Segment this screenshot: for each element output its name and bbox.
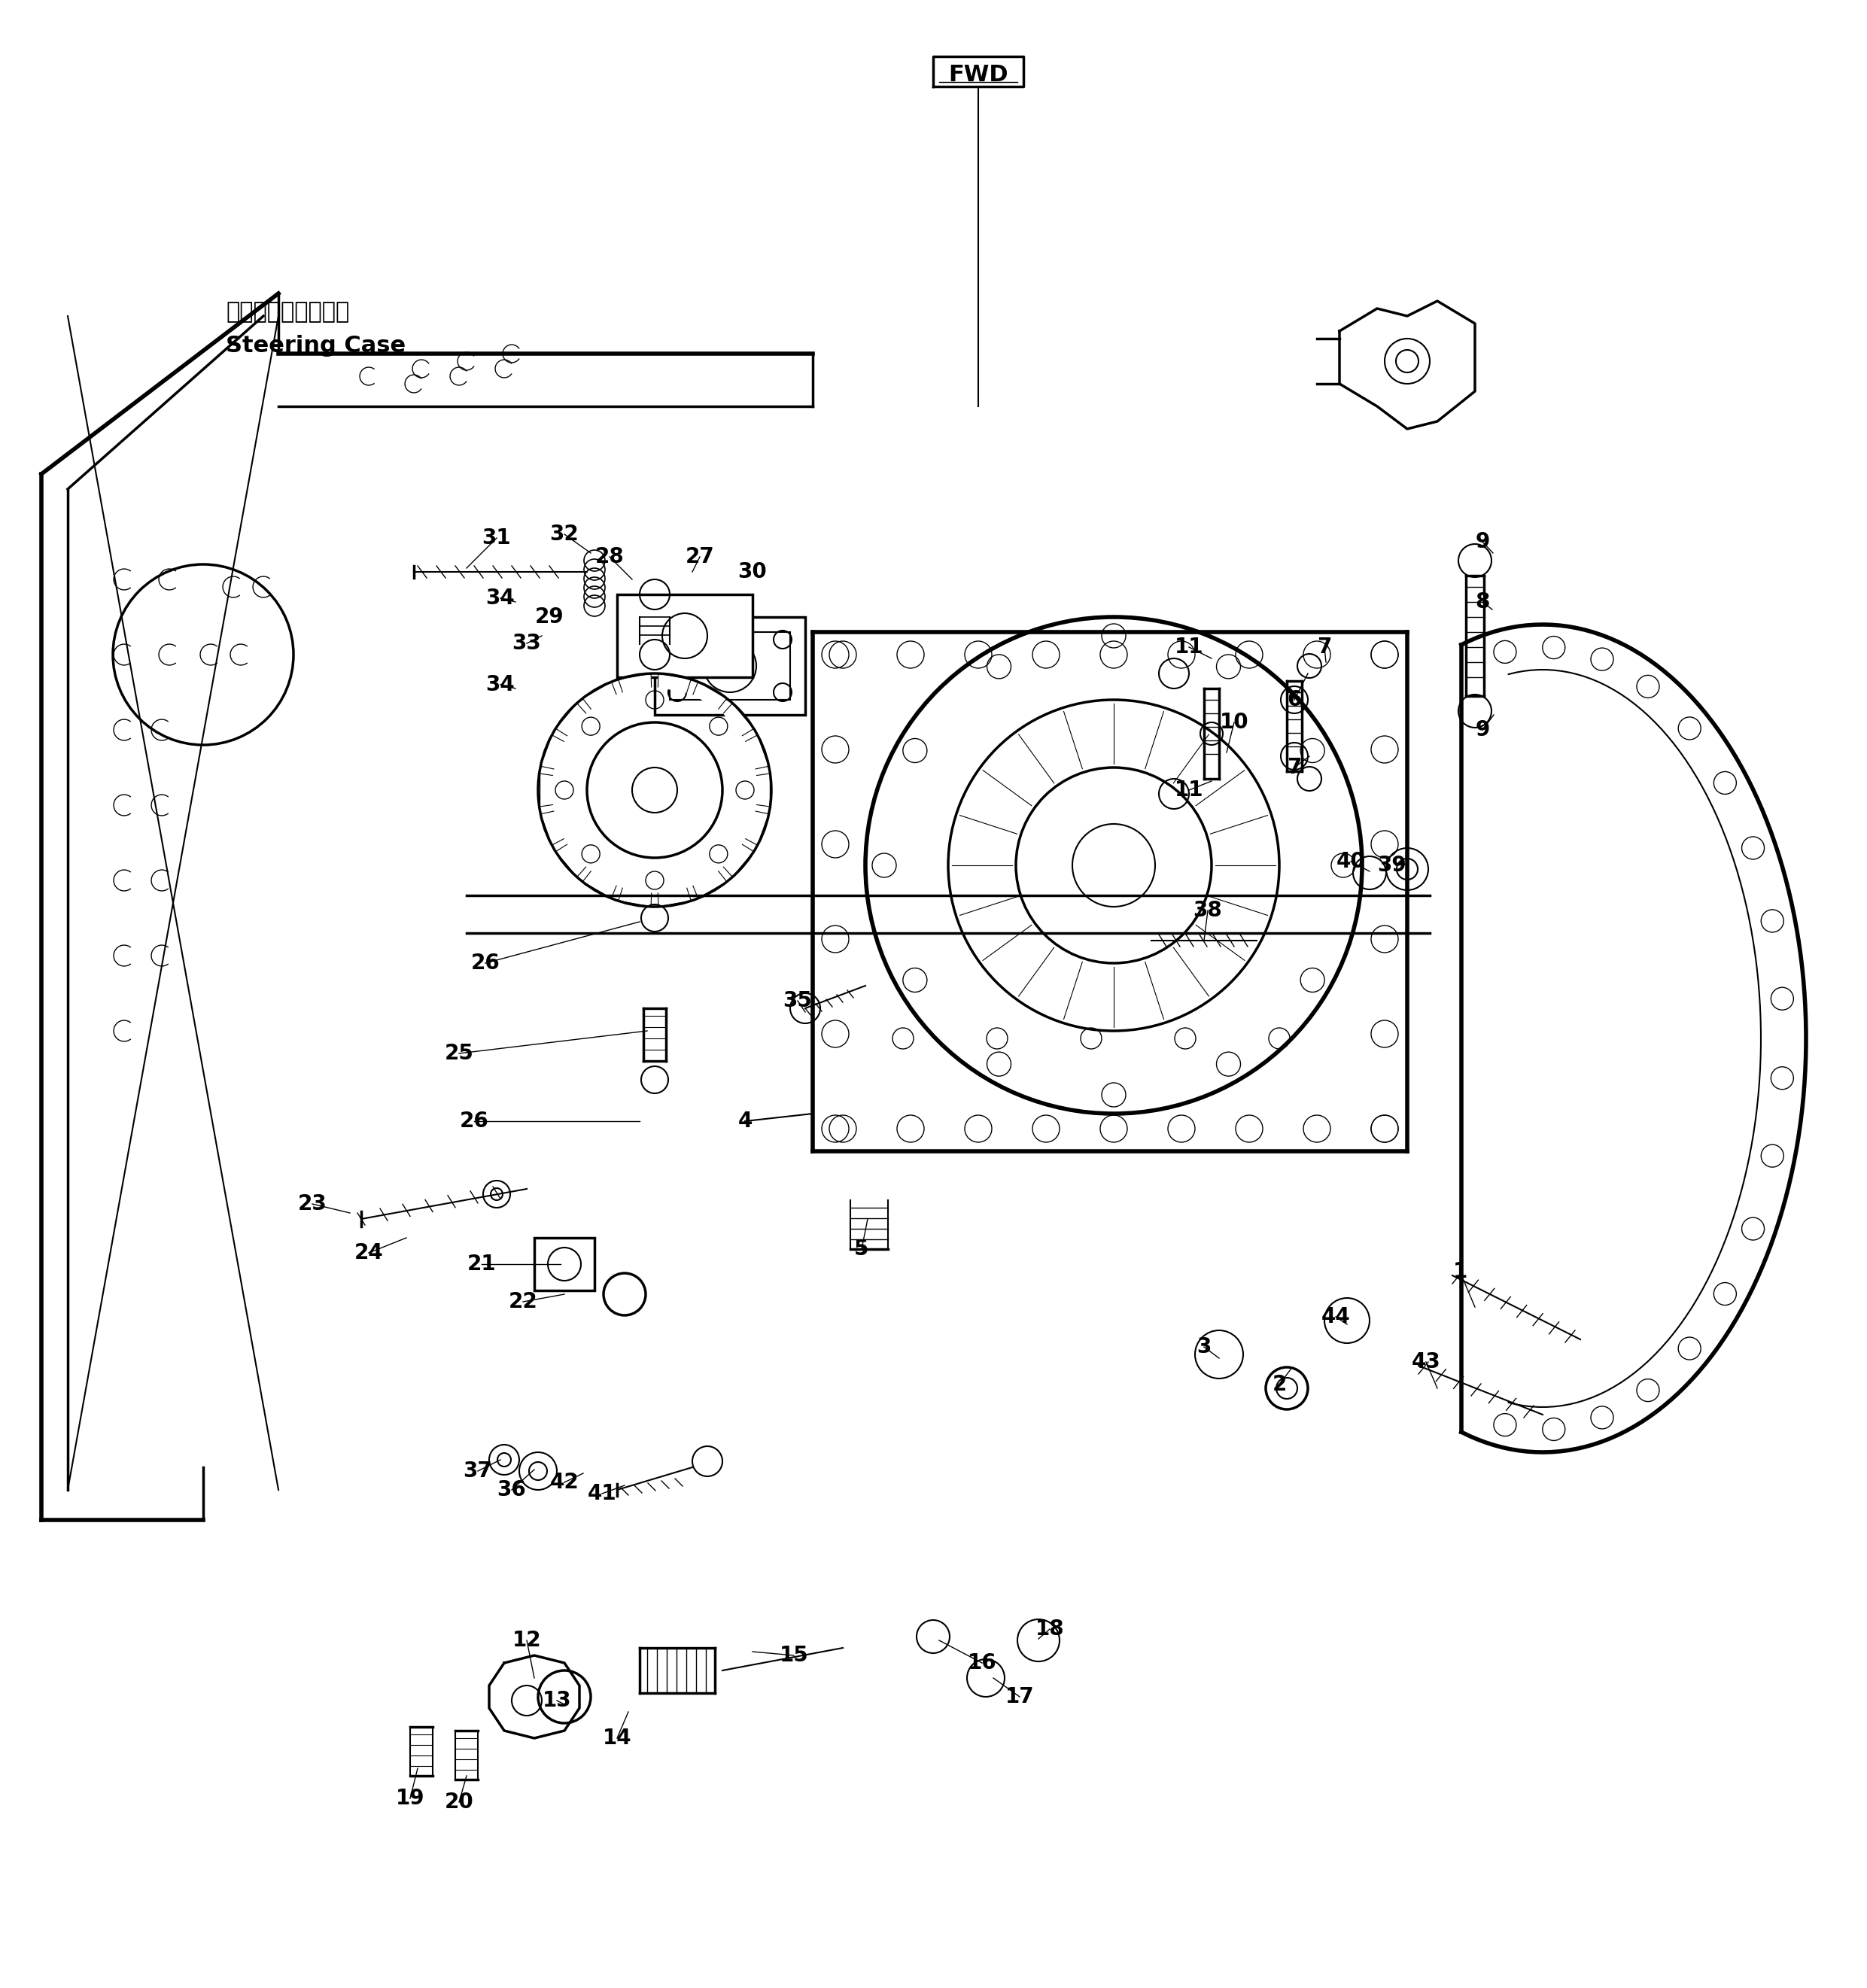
Text: 28: 28 <box>596 547 624 567</box>
Text: 25: 25 <box>444 1044 474 1064</box>
Text: 42: 42 <box>549 1471 579 1493</box>
Text: 34: 34 <box>485 674 515 696</box>
Polygon shape <box>541 811 564 845</box>
Polygon shape <box>745 736 769 769</box>
Polygon shape <box>556 845 586 877</box>
Polygon shape <box>723 845 754 877</box>
Polygon shape <box>723 704 754 736</box>
Text: 23: 23 <box>297 1193 327 1215</box>
Text: 44: 44 <box>1322 1306 1350 1328</box>
Polygon shape <box>657 674 691 692</box>
Text: 12: 12 <box>512 1630 541 1650</box>
Bar <box>534 1239 594 1290</box>
Text: 26: 26 <box>459 1111 489 1131</box>
Text: 35: 35 <box>782 990 812 1012</box>
Text: 6: 6 <box>1286 690 1301 710</box>
Text: 20: 20 <box>444 1791 474 1813</box>
Text: 5: 5 <box>855 1239 868 1260</box>
Polygon shape <box>583 871 616 899</box>
Polygon shape <box>745 811 769 845</box>
Text: 43: 43 <box>1411 1352 1441 1372</box>
Polygon shape <box>1339 300 1475 429</box>
Polygon shape <box>541 736 564 769</box>
Polygon shape <box>693 682 726 710</box>
Text: 27: 27 <box>685 547 715 567</box>
Text: 1: 1 <box>1453 1260 1467 1282</box>
Polygon shape <box>756 773 771 807</box>
Text: 19: 19 <box>396 1787 424 1809</box>
Text: 39: 39 <box>1378 855 1406 877</box>
Bar <box>655 616 805 716</box>
Text: 9: 9 <box>1475 531 1490 553</box>
Text: 7: 7 <box>1316 636 1331 658</box>
Text: FWD: FWD <box>948 64 1008 85</box>
Polygon shape <box>934 56 1023 87</box>
Polygon shape <box>618 889 652 907</box>
Polygon shape <box>618 674 652 692</box>
Text: 37: 37 <box>463 1461 493 1481</box>
Text: 16: 16 <box>967 1652 997 1674</box>
Polygon shape <box>489 1656 579 1738</box>
Text: Steering Case: Steering Case <box>226 336 405 358</box>
Text: 17: 17 <box>1004 1686 1034 1708</box>
Text: 29: 29 <box>534 606 564 628</box>
Text: 3: 3 <box>1197 1336 1212 1358</box>
Bar <box>670 632 790 700</box>
Text: 7: 7 <box>1286 757 1301 777</box>
Text: ステアリングケース: ステアリングケース <box>226 302 349 324</box>
Text: 13: 13 <box>541 1690 571 1712</box>
Text: 4: 4 <box>737 1111 752 1131</box>
Text: 14: 14 <box>603 1728 631 1749</box>
Text: 24: 24 <box>355 1242 383 1264</box>
Text: 33: 33 <box>512 632 541 654</box>
Text: 36: 36 <box>497 1479 526 1501</box>
Text: 15: 15 <box>779 1644 808 1666</box>
Text: 40: 40 <box>1337 851 1365 873</box>
Text: 11: 11 <box>1174 779 1204 801</box>
Bar <box>618 594 752 678</box>
Polygon shape <box>556 704 586 736</box>
Text: 32: 32 <box>549 523 579 545</box>
Text: 38: 38 <box>1193 901 1223 920</box>
Text: 8: 8 <box>1475 592 1490 612</box>
Polygon shape <box>540 773 553 807</box>
Text: 11: 11 <box>1174 636 1204 658</box>
Text: 18: 18 <box>1034 1618 1064 1640</box>
Text: 31: 31 <box>482 527 512 549</box>
Text: 22: 22 <box>508 1292 538 1312</box>
Text: 21: 21 <box>467 1254 497 1274</box>
Text: 30: 30 <box>737 561 767 582</box>
Polygon shape <box>657 889 691 907</box>
Polygon shape <box>693 871 726 899</box>
Text: 2: 2 <box>1271 1374 1286 1396</box>
Text: 41: 41 <box>588 1483 616 1505</box>
Text: 34: 34 <box>485 588 515 608</box>
Text: 10: 10 <box>1219 712 1249 734</box>
Text: 26: 26 <box>470 952 500 974</box>
Polygon shape <box>583 682 616 710</box>
Text: 9: 9 <box>1475 720 1490 740</box>
